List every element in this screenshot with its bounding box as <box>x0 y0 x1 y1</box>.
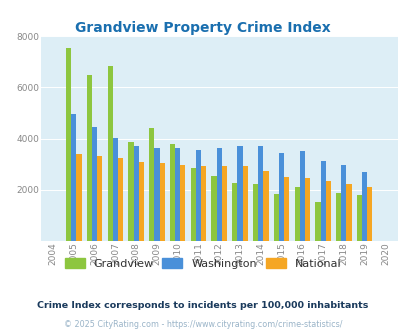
Bar <box>159 163 164 241</box>
Bar <box>221 166 226 241</box>
Text: Crime Index corresponds to incidents per 100,000 inhabitants: Crime Index corresponds to incidents per… <box>37 301 368 310</box>
Bar <box>118 158 123 241</box>
Bar <box>341 165 345 241</box>
Bar <box>252 184 258 241</box>
Bar <box>128 143 133 241</box>
Bar <box>320 161 325 241</box>
Bar <box>232 183 237 241</box>
Bar <box>87 75 92 241</box>
Bar <box>284 177 289 241</box>
Bar <box>299 151 304 241</box>
Bar <box>97 156 102 241</box>
Bar <box>237 146 242 241</box>
Bar <box>325 181 330 241</box>
Bar <box>180 165 185 241</box>
Bar <box>169 144 175 241</box>
Bar <box>113 138 118 241</box>
Bar <box>133 146 139 241</box>
Bar <box>367 187 371 241</box>
Bar <box>211 176 216 241</box>
Bar <box>190 168 195 241</box>
Bar <box>361 172 367 241</box>
Bar <box>315 202 320 241</box>
Bar <box>356 195 361 241</box>
Text: © 2025 CityRating.com - https://www.cityrating.com/crime-statistics/: © 2025 CityRating.com - https://www.city… <box>64 319 341 329</box>
Bar <box>216 148 221 241</box>
Bar <box>304 178 309 241</box>
Bar <box>200 166 206 241</box>
Bar <box>149 128 154 241</box>
Bar <box>175 148 180 241</box>
Bar <box>107 66 113 241</box>
Bar <box>335 193 341 241</box>
Bar <box>71 114 76 241</box>
Bar <box>195 149 200 241</box>
Text: Grandview Property Crime Index: Grandview Property Crime Index <box>75 21 330 35</box>
Bar <box>66 48 71 241</box>
Bar <box>273 194 278 241</box>
Bar <box>263 171 268 241</box>
Bar <box>278 153 284 241</box>
Bar <box>154 148 159 241</box>
Bar <box>76 154 81 241</box>
Bar <box>294 187 299 241</box>
Legend: Grandview, Washington, National: Grandview, Washington, National <box>60 254 345 273</box>
Bar <box>258 146 263 241</box>
Bar <box>242 166 247 241</box>
Bar <box>92 127 97 241</box>
Bar <box>139 162 144 241</box>
Bar <box>345 184 351 241</box>
